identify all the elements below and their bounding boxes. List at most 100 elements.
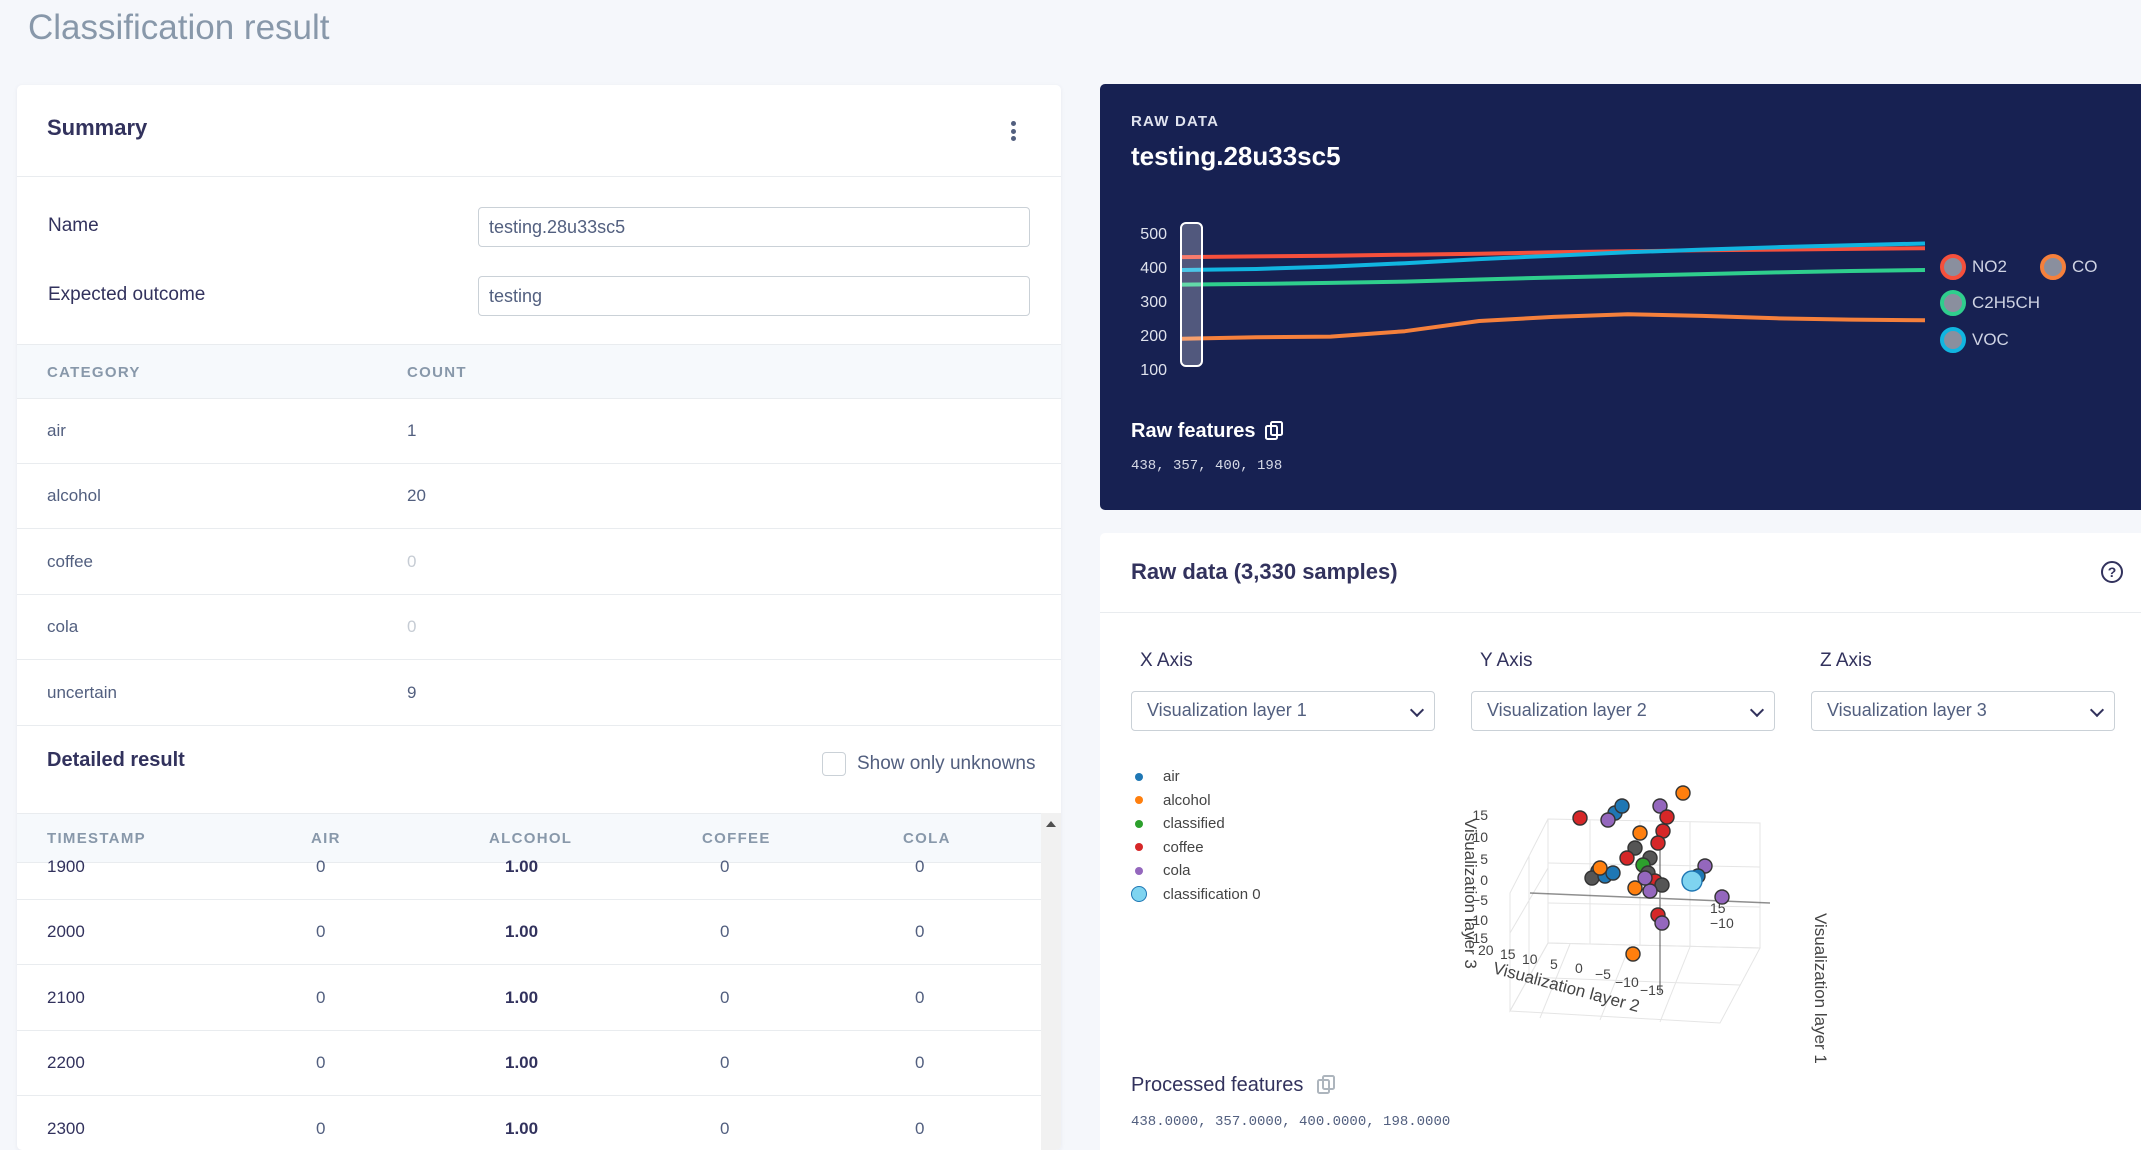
legend-marker <box>1135 772 1143 781</box>
x-axis-select-value: Visualization layer 1 <box>1147 700 1307 720</box>
plot-legend-item[interactable]: air <box>1131 768 1180 785</box>
detail-cell: 1.00 <box>505 1053 539 1073</box>
legend-marker <box>1135 843 1143 851</box>
legend-label: alcohol <box>1163 791 1211 809</box>
legend-label: CO <box>2072 257 2098 276</box>
detail-cell: 2200 <box>47 1053 85 1073</box>
legend-marker <box>1135 866 1143 875</box>
chevron-down-icon <box>2089 702 2105 718</box>
detail-cell: 1900 <box>47 857 85 876</box>
more-options-icon[interactable] <box>1010 121 1016 141</box>
column-header-alcohol: ALCOHOL <box>489 830 573 847</box>
category-cell: coffee <box>47 551 94 571</box>
detail-cell: 0 <box>915 857 925 876</box>
category-cell: cola <box>47 617 79 637</box>
legend-marker <box>2040 254 2066 280</box>
show-only-unknowns-checkbox[interactable] <box>822 752 846 776</box>
help-icon[interactable]: ? <box>2101 561 2123 583</box>
x-axis-select[interactable]: Visualization layer 1 <box>1131 691 1435 731</box>
detailed-table-header: TIMESTAMP AIR ALCOHOL COFFEE COLA <box>17 813 1041 863</box>
y-axis-select-value: Visualization layer 2 <box>1487 700 1647 720</box>
legend-marker <box>1940 290 1966 316</box>
range-slider-handle <box>1180 222 1203 367</box>
z-axis-select[interactable]: Visualization layer 3 <box>1811 691 2115 731</box>
detail-cell: 0 <box>915 987 925 1007</box>
detailed-table-scrollbar[interactable] <box>1041 813 1061 1150</box>
detail-cell: 0 <box>720 857 730 876</box>
count-cell: 0 <box>407 617 417 637</box>
name-label: Name <box>48 215 99 236</box>
show-only-unknowns-label[interactable]: Show only unknowns <box>857 753 1036 774</box>
x-axis-title: Visualization layer 1 <box>1811 913 1830 1064</box>
category-cell: uncertain <box>47 682 117 702</box>
detail-cell: 1.00 <box>505 987 539 1007</box>
legend-label: classified <box>1163 815 1225 832</box>
svg-text:5: 5 <box>1480 851 1488 867</box>
chevron-down-icon <box>1749 702 1765 718</box>
detail-cell: 0 <box>915 922 925 942</box>
svg-text:−10: −10 <box>1464 912 1488 928</box>
table-row: 2000 0 1.00 0 0 <box>17 900 1041 966</box>
legend-item-voc[interactable]: VOC <box>1940 327 2009 353</box>
series-line-co <box>1181 312 1926 341</box>
raw-features-label: Raw features <box>1131 420 1256 442</box>
column-header-air: AIR <box>311 830 341 847</box>
detail-cell: 0 <box>316 857 326 876</box>
copy-icon[interactable] <box>1265 421 1283 441</box>
series-line-voc <box>1181 241 1926 272</box>
table-row: cola 0 <box>17 595 1061 661</box>
plot-legend-item[interactable]: classification 0 <box>1131 886 1261 903</box>
scatter-3d-plot[interactable]: 15 10 5 0 −5 −10 −15 20 15 10 5 0 −5 −10… <box>1430 773 1880 1073</box>
count-cell: 0 <box>407 551 417 571</box>
count-cell: 1 <box>407 421 417 440</box>
y-tick-label: 500 <box>1140 226 1167 243</box>
legend-label: classification 0 <box>1163 885 1261 903</box>
category-cell: alcohol <box>47 486 101 506</box>
svg-text:0: 0 <box>1575 960 1583 976</box>
detail-cell: 2300 <box>47 1118 85 1138</box>
legend-label: cola <box>1163 862 1191 879</box>
legend-item-co[interactable]: CO <box>2040 254 2098 280</box>
svg-text:0: 0 <box>1480 872 1488 888</box>
copy-icon[interactable] <box>1317 1075 1335 1095</box>
detail-cell: 1.00 <box>505 922 539 942</box>
z-axis-label: Z Axis <box>1820 650 1872 671</box>
table-row: alcohol 20 <box>17 464 1061 530</box>
raw-data-card: RAW DATA testing.28u33sc5 500 400 300 200 10… <box>1100 84 2141 510</box>
svg-text:15: 15 <box>1710 900 1726 916</box>
z-axis-title: Visualization layer 3 <box>1461 818 1480 969</box>
detail-cell: 2000 <box>47 922 85 942</box>
legend-marker <box>1135 819 1143 828</box>
z-axis-select-value: Visualization layer 3 <box>1827 700 1987 720</box>
column-header-count: COUNT <box>407 364 467 381</box>
plot-legend-item[interactable]: alcohol <box>1131 792 1211 809</box>
detailed-result-title: Detailed result <box>47 749 185 771</box>
detail-cell: 0 <box>316 922 326 942</box>
legend-marker <box>1135 796 1143 804</box>
svg-text:20: 20 <box>1478 942 1494 958</box>
summary-title: Summary <box>47 115 148 140</box>
scroll-up-arrow-icon[interactable] <box>1046 821 1056 827</box>
svg-text:10: 10 <box>1522 951 1538 967</box>
legend-item-no2[interactable]: NO2 <box>1940 254 2007 280</box>
plot-legend-item[interactable]: classified <box>1131 815 1225 832</box>
name-field[interactable] <box>478 207 1030 247</box>
column-header-coffee: COFFEE <box>702 830 771 847</box>
table-row: 1900 0 1.00 0 0 <box>17 835 1041 900</box>
plot-legend-item[interactable]: cola <box>1131 862 1191 879</box>
svg-text:5: 5 <box>1550 956 1558 972</box>
legend-marker <box>1940 254 1966 280</box>
svg-text:15: 15 <box>1472 807 1488 823</box>
plot-legend-item[interactable]: coffee <box>1131 839 1204 856</box>
detail-cell: 0 <box>720 987 730 1007</box>
y-axis-select[interactable]: Visualization layer 2 <box>1471 691 1775 731</box>
detail-cell: 1.00 <box>505 1118 539 1138</box>
legend-item-c2h5ch[interactable]: C2H5CH <box>1940 290 2040 316</box>
category-cell: air <box>47 421 66 440</box>
detail-cell: 0 <box>316 1118 326 1138</box>
series-line-no2 <box>1181 246 1926 260</box>
legend-marker <box>1131 886 1147 902</box>
expected-outcome-field[interactable] <box>478 276 1030 316</box>
svg-text:−5: −5 <box>1472 892 1488 908</box>
svg-text:−15: −15 <box>1640 982 1664 998</box>
